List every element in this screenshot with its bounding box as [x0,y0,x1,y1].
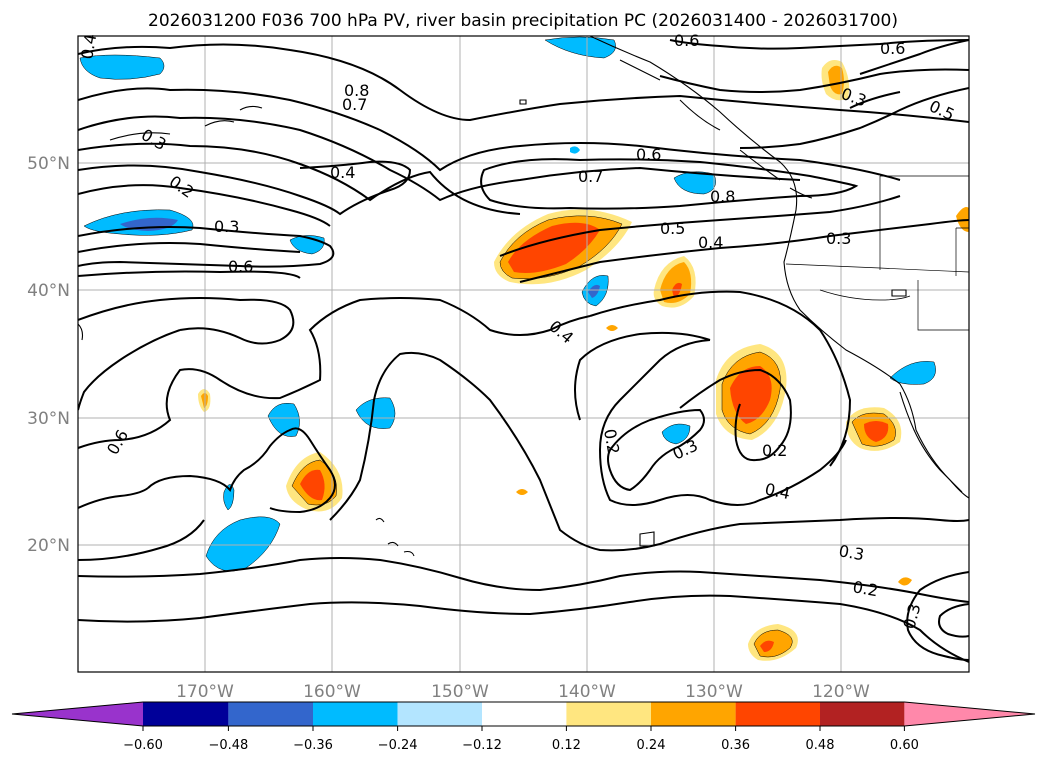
lat-label: 40°N [27,281,70,301]
precip-negative-area [355,397,396,429]
contour-label: 0.8 [344,81,369,100]
contour-label: 0.2 [851,577,879,600]
precip-negative-area [661,423,691,445]
contour-label: 0.6 [636,145,661,164]
lon-label: 160°W [303,682,361,702]
contour-label: 0.8 [710,187,735,206]
lon-label: 150°W [431,682,489,702]
precip-positive-area [606,325,618,331]
latitude-labels: 50°N 40°N 30°N 20°N [27,154,70,556]
colorbar-tick-label: −0.60 [123,738,163,753]
precip-strong-positive-area [508,222,600,273]
contour-label: 0.6 [674,31,699,50]
colorbar-segment [313,702,398,726]
lon-label: 170°W [176,682,234,702]
colorbar-tick-label: 0.48 [806,738,835,753]
colorbar-tick-label: −0.36 [293,738,333,753]
colorbar-segment [651,702,736,726]
map-background [78,36,969,672]
contour-label: 0.3 [214,217,239,236]
colorbar-ticks [142,726,905,731]
colorbar-tick-label: 0.24 [637,738,666,753]
colorbar-segment [820,702,905,726]
lon-label: 130°W [685,682,743,702]
pv-contours [78,39,969,663]
colorbar-segment [482,702,567,726]
contour-label: 0.7 [342,95,367,114]
precip-negative-area [79,54,165,80]
precip-negative-area [570,146,580,154]
colorbar-max-extend [904,702,1035,726]
colorbar-segment [566,702,651,726]
longitude-labels: 170°W 160°W 150°W 140°W 130°W 120°W [176,682,870,702]
colorbar-tick-label: −0.48 [208,738,248,753]
lon-label: 140°W [558,682,616,702]
lat-label: 30°N [27,409,70,429]
precip-strong-positive-area [864,421,889,442]
colorbar-segment [397,702,482,726]
precip-strong-negative-area [588,284,600,298]
contour-label: 0.2 [762,441,787,460]
colorbar: −0.60 −0.48 −0.36 −0.24 −0.12 0.12 0.24 … [11,701,1036,753]
precip-strong-positive-area [760,640,774,652]
precip-positive-area [660,262,692,303]
colorbar-tick-label: 0.12 [552,738,581,753]
lat-label: 50°N [27,154,70,174]
precip-negative-area [889,361,936,385]
colorbar-segment [228,702,313,726]
contour-label: 0.4 [330,163,355,182]
lat-label: 20°N [27,536,70,556]
colorbar-tick-label: 0.60 [890,738,919,753]
contour-label: 0.4 [763,479,792,503]
contour-label: 0.3 [826,229,851,248]
lon-label: 120°W [812,682,870,702]
colorbar-tick-label: 0.36 [721,738,750,753]
map-panel [77,35,970,673]
precip-positive-area [898,577,912,586]
contour-label: 0.4 [77,32,100,60]
precip-positive-area [828,65,844,95]
contour-label: 0.6 [228,257,253,276]
contour-label: 0.3 [837,541,865,564]
colorbar-tick-label: −0.24 [378,738,418,753]
precip-negative-area [223,484,235,511]
figure-title: 2026031200 F036 700 hPa PV, river basin … [148,11,898,31]
precip-positive-area [516,489,528,495]
precip-strong-positive-area [300,469,325,501]
contour-label: 0.2 [600,427,623,455]
colorbar-min-extend [12,702,143,726]
colorbar-segment [735,702,820,726]
map-frame [77,35,970,673]
coastlines [78,36,969,557]
colorbar-tick-label: −0.12 [462,738,502,753]
contour-label: 0.7 [578,167,603,186]
precip-strong-positive-area [730,366,772,424]
contour-label: 0.4 [698,233,723,252]
contour-label: 0.6 [880,39,905,58]
colorbar-segment [143,702,229,726]
contour-label: 0.5 [660,219,685,238]
precip-negative-area [544,36,616,59]
